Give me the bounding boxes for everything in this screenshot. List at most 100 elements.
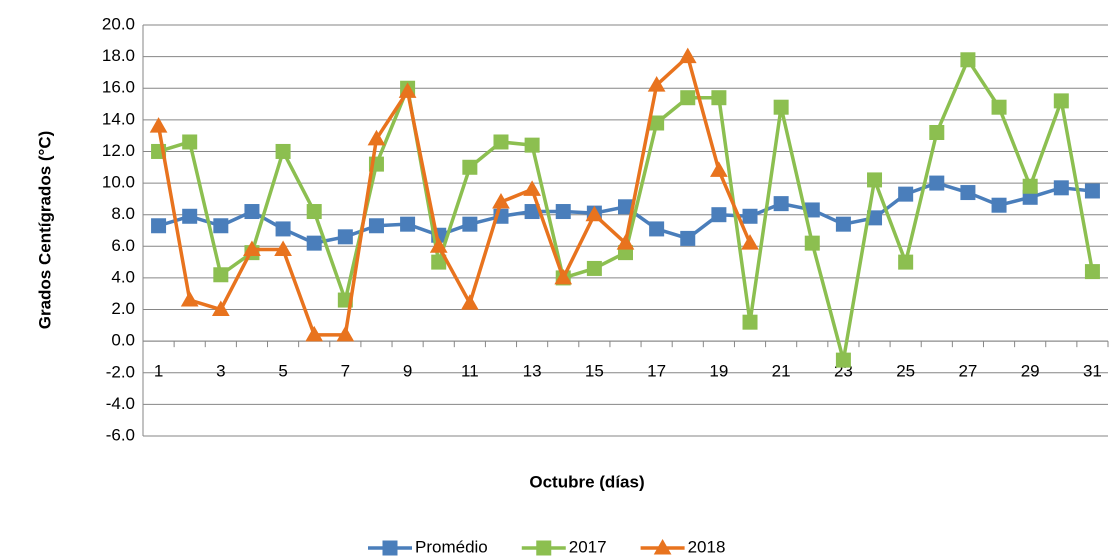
data-point	[678, 47, 697, 64]
legend-marker	[382, 540, 398, 556]
data-point	[711, 207, 727, 223]
x-tick-label: 13	[523, 362, 542, 381]
data-point	[305, 325, 324, 342]
x-tick-label: 29	[1021, 362, 1040, 381]
data-point	[929, 175, 945, 191]
data-point	[523, 180, 541, 196]
data-point	[149, 117, 168, 133]
data-point	[647, 76, 666, 92]
data-point	[398, 82, 417, 98]
x-tick-label: 21	[772, 362, 791, 381]
data-point	[306, 204, 322, 220]
data-point	[244, 204, 260, 220]
x-tick-label: 27	[958, 362, 977, 381]
data-point	[213, 267, 229, 283]
data-point	[773, 99, 789, 115]
legend-label: Promédio	[415, 537, 488, 556]
y-tick-label: -4.0	[106, 394, 135, 413]
data-point	[275, 143, 291, 159]
series-line	[156, 54, 752, 337]
data-point	[243, 240, 261, 256]
y-tick-label: -6.0	[106, 425, 135, 444]
data-point	[211, 300, 230, 317]
data-point	[336, 325, 355, 342]
x-tick-label: 5	[278, 362, 287, 381]
data-point	[462, 159, 478, 175]
legend-label: 2018	[688, 537, 726, 556]
data-point	[929, 124, 945, 140]
y-tick-label: 0.0	[111, 331, 135, 350]
data-point	[554, 268, 573, 285]
data-point	[1053, 180, 1069, 196]
y-tick-label: 6.0	[111, 236, 135, 255]
legend-label: 2017	[569, 537, 607, 556]
x-tick-label: 7	[341, 362, 350, 381]
data-point	[182, 208, 198, 224]
data-point	[804, 235, 820, 251]
data-point	[960, 52, 976, 68]
x-tick-label: 15	[585, 362, 604, 381]
data-point	[835, 216, 851, 232]
y-tick-label: -2.0	[106, 362, 135, 381]
data-point	[991, 99, 1007, 115]
legend: Promédio 2017 2018	[368, 537, 725, 556]
data-point	[1084, 264, 1100, 280]
data-point	[306, 235, 322, 251]
data-point	[274, 240, 292, 256]
data-point	[492, 193, 510, 209]
data-point	[213, 218, 229, 234]
data-point	[835, 352, 851, 368]
data-point	[960, 185, 976, 201]
data-point	[680, 230, 696, 246]
data-point	[151, 218, 167, 234]
data-point	[680, 90, 696, 106]
data-point	[337, 229, 353, 245]
x-axis-title: Octubre (días)	[529, 472, 644, 491]
data-point	[493, 134, 509, 150]
y-tick-label: 4.0	[111, 267, 135, 286]
data-point	[710, 161, 728, 177]
data-point	[991, 197, 1007, 213]
x-tick-label: 1	[154, 362, 163, 381]
x-tick-label: 25	[896, 362, 915, 381]
data-point	[741, 234, 759, 250]
data-point	[460, 294, 479, 310]
y-tick-label: 20.0	[102, 14, 135, 33]
data-point	[867, 172, 883, 188]
data-point	[400, 216, 416, 232]
data-point	[773, 196, 789, 212]
data-point	[649, 221, 665, 237]
data-point	[742, 208, 758, 224]
x-tick-label: 11	[461, 362, 479, 381]
data-point	[182, 134, 198, 150]
data-point	[462, 216, 478, 232]
x-tick-label: 17	[647, 362, 666, 381]
y-tick-label: 12.0	[102, 141, 135, 160]
x-tick-label: 9	[403, 362, 412, 381]
x-tick-label: 3	[216, 362, 225, 381]
data-point	[1022, 178, 1038, 194]
data-point	[555, 204, 571, 220]
data-point	[1084, 183, 1100, 199]
data-point	[585, 205, 604, 222]
data-point	[586, 260, 602, 276]
data-point	[180, 291, 199, 307]
data-point	[898, 254, 914, 270]
y-tick-label: 2.0	[111, 299, 135, 318]
data-point	[275, 221, 291, 237]
legend-marker	[653, 538, 672, 555]
data-point	[368, 218, 384, 234]
data-point	[898, 186, 914, 202]
y-tick-label: 10.0	[102, 173, 135, 192]
y-axis-title: Grados Centígrados (°C)	[35, 131, 54, 330]
x-tick-label: 31	[1083, 362, 1102, 381]
data-point	[429, 237, 448, 253]
y-tick-label: 18.0	[102, 46, 135, 65]
data-point	[524, 137, 540, 153]
data-point	[742, 314, 758, 330]
y-tick-label: 8.0	[111, 204, 135, 223]
y-tick-label: 16.0	[102, 78, 135, 97]
data-point	[367, 129, 386, 146]
y-tick-label: 14.0	[102, 109, 135, 128]
